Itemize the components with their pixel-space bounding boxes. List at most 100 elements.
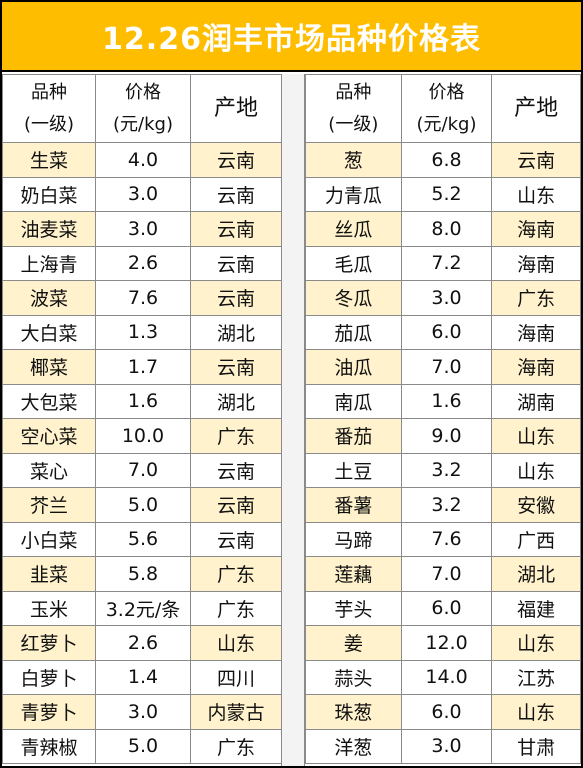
origin-cell: 海南 [491, 211, 581, 247]
table-header: 品种 (一级) 价格 (元/kg) 产地 [2, 74, 282, 143]
item-name-cell: 姜 [305, 625, 402, 661]
header-origin: 产地 [491, 74, 581, 143]
header-origin: 产地 [190, 74, 282, 143]
table-row: 白萝卜 1.4 四川 [2, 659, 282, 695]
origin-cell: 云南 [190, 487, 282, 523]
origin-cell: 广东 [190, 556, 282, 592]
origin-cell: 云南 [190, 521, 282, 557]
origin-cell: 福建 [491, 590, 581, 626]
origin-cell: 山东 [491, 176, 581, 212]
price-cell: 4.0 [95, 142, 191, 178]
price-cell: 12.0 [400, 625, 493, 661]
origin-cell: 广东 [190, 418, 282, 454]
origin-cell: 江苏 [491, 659, 581, 695]
price-cell: 6.0 [400, 694, 493, 730]
table-row: 椰菜 1.7 云南 [2, 349, 282, 385]
origin-cell: 云南 [190, 245, 282, 281]
item-name-cell: 生菜 [2, 142, 96, 178]
price-cell: 7.2 [400, 245, 493, 281]
price-cell: 3.0 [95, 211, 191, 247]
table-row: 芋头 6.0 福建 [305, 590, 581, 626]
item-name-cell: 土豆 [305, 452, 402, 488]
origin-cell: 云南 [190, 142, 282, 178]
item-name-cell: 大白菜 [2, 314, 96, 350]
item-name-cell: 葱 [305, 142, 402, 178]
price-cell: 1.4 [95, 659, 191, 695]
price-cell: 3.0 [400, 728, 493, 764]
header-price: 价格 (元/kg) [95, 74, 191, 143]
item-name-cell: 毛瓜 [305, 245, 402, 281]
table-row: 油瓜 7.0 海南 [305, 349, 581, 385]
table-header: 品种 (一级) 价格 (元/kg) 产地 [305, 74, 581, 143]
price-cell: 3.2 [400, 452, 493, 488]
item-name-cell: 菜心 [2, 452, 96, 488]
item-name-cell: 上海青 [2, 245, 96, 281]
price-cell: 3.0 [95, 694, 191, 730]
item-name-cell: 冬瓜 [305, 280, 402, 316]
price-cell: 6.8 [400, 142, 493, 178]
header-price: 价格 (元/kg) [400, 74, 493, 143]
price-cell: 5.0 [95, 487, 191, 523]
table-row: 力青瓜 5.2 山东 [305, 176, 581, 212]
table-row: 青辣椒 5.0 广东 [2, 728, 282, 764]
price-cell: 3.2元/条 [95, 590, 191, 626]
price-cell: 5.0 [95, 728, 191, 764]
item-name-cell: 南瓜 [305, 383, 402, 419]
item-name-cell: 韭菜 [2, 556, 96, 592]
header-name: 品种 (一级) [305, 74, 402, 143]
origin-cell: 云南 [190, 452, 282, 488]
table-row: 芥兰 5.0 云南 [2, 487, 282, 523]
origin-cell: 湖北 [190, 314, 282, 350]
table-row: 大包菜 1.6 湖北 [2, 383, 282, 419]
origin-cell: 湖南 [491, 383, 581, 419]
table-row: 上海青 2.6 云南 [2, 245, 282, 281]
table-row: 番茄 9.0 山东 [305, 418, 581, 454]
price-cell: 7.0 [95, 452, 191, 488]
item-name-cell: 玉米 [2, 590, 96, 626]
price-cell: 1.6 [400, 383, 493, 419]
item-name-cell: 波菜 [2, 280, 96, 316]
price-cell: 1.6 [95, 383, 191, 419]
table-row: 冬瓜 3.0 广东 [305, 280, 581, 316]
origin-cell: 山东 [491, 418, 581, 454]
origin-cell: 海南 [491, 245, 581, 281]
price-cell: 14.0 [400, 659, 493, 695]
table-row: 姜 12.0 山东 [305, 625, 581, 661]
price-cell: 2.6 [95, 245, 191, 281]
origin-cell: 湖北 [190, 383, 282, 419]
table-row: 小白菜 5.6 云南 [2, 521, 282, 557]
table-row: 茄瓜 6.0 海南 [305, 314, 581, 350]
item-name-cell: 莲藕 [305, 556, 402, 592]
origin-cell: 海南 [491, 349, 581, 385]
header-name: 品种 (一级) [2, 74, 96, 143]
table-row: 韭菜 5.8 广东 [2, 556, 282, 592]
item-name-cell: 芥兰 [2, 487, 96, 523]
origin-cell: 四川 [190, 659, 282, 695]
price-cell: 6.0 [400, 314, 493, 350]
table-row: 南瓜 1.6 湖南 [305, 383, 581, 419]
origin-cell: 云南 [491, 142, 581, 178]
price-cell: 3.0 [400, 280, 493, 316]
item-name-cell: 小白菜 [2, 521, 96, 557]
origin-cell: 内蒙古 [190, 694, 282, 730]
price-table-right: 品种 (一级) 价格 (元/kg) 产地 葱 6.8 云南 力青瓜 5.2 山东 丝瓜 8.0 海南… [305, 74, 581, 764]
table-row: 丝瓜 8.0 海南 [305, 211, 581, 247]
table-row: 莲藕 7.0 湖北 [305, 556, 581, 592]
origin-cell: 广西 [491, 521, 581, 557]
price-cell: 5.6 [95, 521, 191, 557]
item-name-cell: 白萝卜 [2, 659, 96, 695]
price-cell: 1.3 [95, 314, 191, 350]
origin-cell: 安徽 [491, 487, 581, 523]
price-table-left: 品种 (一级) 价格 (元/kg) 产地 生菜 4.0 云南 奶白菜 3.0 云南 油麦菜 3.0… [2, 74, 282, 764]
item-name-cell: 蒜头 [305, 659, 402, 695]
price-cell: 6.0 [400, 590, 493, 626]
table-row: 洋葱 3.0 甘肃 [305, 728, 581, 764]
origin-cell: 广东 [190, 728, 282, 764]
price-cell: 5.8 [95, 556, 191, 592]
column-divider [281, 74, 305, 766]
price-cell: 3.2 [400, 487, 493, 523]
page-title: 12.26润丰市场品种价格表 [2, 2, 581, 72]
price-cell: 8.0 [400, 211, 493, 247]
item-name-cell: 大包菜 [2, 383, 96, 419]
